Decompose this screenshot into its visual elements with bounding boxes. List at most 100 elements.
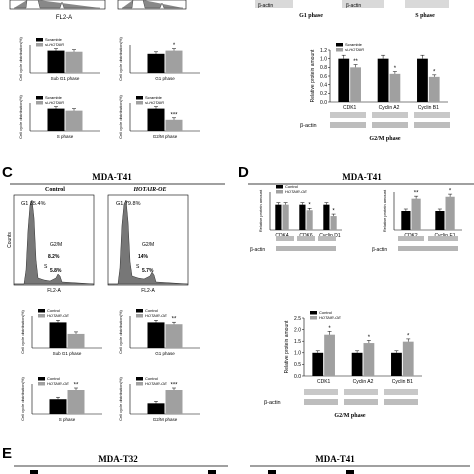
bar-chart-c-subg1: Cell cycle distribution(%) Sub G1 phase Co… (20, 308, 102, 356)
y-tick-label: 0.4 (320, 82, 327, 88)
legend-swatch (336, 43, 343, 47)
x-axis-label: Sub G1 phase (53, 351, 82, 356)
significance-label: ** (172, 317, 177, 323)
x-axis-label: G2/M phase (153, 417, 178, 422)
bar (330, 216, 337, 230)
category-label: Cyclin A2 (379, 105, 400, 111)
bar (306, 210, 313, 230)
panel-e2-title: MDA-T41 (315, 454, 355, 464)
bar (324, 334, 335, 376)
significance-label: *** (170, 112, 178, 118)
category-label: CDK1 (317, 379, 331, 385)
legend-label: Scramble (345, 42, 363, 47)
panel-d-title: MDA-T41 (342, 172, 382, 182)
bar (391, 352, 402, 376)
y-axis-label: Relative protein amount (382, 189, 387, 232)
panel-letter-e: E (2, 445, 12, 462)
legend-swatch (38, 377, 45, 381)
y-tick-label: 1.0 (294, 351, 301, 357)
panel-b-g2m-blots: β-actin G2/M phase (300, 112, 450, 142)
legend-label: Control (145, 376, 158, 381)
significance-label: * (368, 335, 371, 341)
bar (401, 211, 411, 230)
bar (147, 53, 165, 73)
g1-phase-label: G1 phase (299, 13, 323, 19)
bar (65, 51, 83, 73)
bar-chart-d-g1: Relative protein amountCDK4*CDK6*Cyclin … (258, 184, 342, 239)
legend-swatch (38, 382, 45, 386)
legend-label: Scramble (145, 95, 163, 100)
beta-actin-label: β-actin (264, 400, 281, 406)
bar (65, 110, 83, 131)
y-axis-label: Cell cycle distribution(%) (118, 36, 123, 80)
bar-chart-b-s: Cell cycle distribution(%) S phase Scrambl… (18, 94, 100, 139)
category-label: Cyclin B1 (418, 105, 439, 111)
bar (47, 50, 65, 73)
legend-label: si-HOTAIR (345, 47, 364, 52)
bar (411, 198, 421, 230)
legend-label: si-HOTAIR (45, 42, 64, 47)
bar (389, 73, 401, 102)
y-tick-label: 2.5 (294, 316, 301, 322)
legend-label: Control (145, 308, 158, 313)
bar (165, 390, 183, 414)
bar-chart-c-g2m: Cell cycle distribution(%) *** G2/M phase C… (118, 376, 200, 422)
flow-control-s: 8.2% (48, 254, 60, 260)
bar-chart-b-g2m: Cell cycle distribution(%) *** G2/M phase S… (118, 94, 200, 139)
flow-control-g1: G1 85.4% (21, 201, 46, 207)
y-axis-label: Relative protein amount (284, 320, 290, 373)
x-axis-label: G2/M phase (153, 134, 178, 139)
y-tick-label: 0.5 (294, 362, 301, 368)
x-axis-label: S phase (57, 134, 74, 139)
flow-control-g2m-label: G2/M (50, 242, 62, 248)
legend-label: HOTAIR-OE (285, 189, 307, 194)
legend-swatch (136, 314, 143, 318)
panel-letter-c: C (2, 164, 13, 181)
bar (435, 211, 445, 230)
legend-swatch (136, 377, 143, 381)
significance-label: ** (74, 383, 79, 389)
beta-actin-label: β-actin (258, 3, 273, 9)
legend-swatch (38, 309, 45, 313)
g2m-phase-label: G2/M phase (369, 136, 401, 142)
bar-chart-b-subg1: Cell cycle distribution(%) Sub G1 phase Sc… (18, 36, 100, 81)
bar (47, 108, 65, 131)
flow-oe-s: 14% (138, 254, 149, 260)
legend-label: HOTAIR-OE (145, 381, 167, 386)
bar (445, 196, 455, 230)
bar (323, 204, 330, 230)
flow-xlabel: FL2-A (47, 288, 61, 294)
significance-label: * (394, 66, 397, 72)
panel-d-g1-s-blots: β-actin β-actin (250, 236, 458, 253)
legend-swatch (36, 101, 43, 105)
y-tick-label: 0.0 (294, 374, 301, 380)
y-axis-label: Cell cycle distribution(%) (18, 36, 23, 80)
flow-histogram-control: Control G1 85.4% G2/M 8.2% S 5.8% FL2-A … (7, 187, 95, 294)
bar (67, 390, 85, 414)
panel-e-title: MDA-T32 (98, 454, 138, 464)
bar (428, 76, 440, 102)
bar-chart-d-protein-g2m: 0.0 0.5 1.0 1.5 2.0 2.5 Relative protein amoun… (284, 310, 422, 385)
y-tick-label: 1.0 (320, 56, 327, 62)
y-tick-label: 0.2 (320, 91, 327, 97)
significance-label: * (332, 209, 335, 215)
y-tick-label: 2.0 (294, 327, 301, 333)
flow-ylabel: Counts (7, 232, 13, 248)
legend-label: Control (285, 184, 298, 189)
legend-swatch (276, 190, 283, 194)
legend-swatch (136, 309, 143, 313)
legend-swatch (38, 314, 45, 318)
significance-label: ** (414, 191, 419, 197)
legend-label: HOTAIR-OE (47, 313, 69, 318)
bar (312, 352, 324, 376)
legend-label: HOTAIR-OE (319, 315, 341, 320)
flow-control-title: Control (45, 187, 65, 193)
bar-chart-c-g1: Cell cycle distribution(%) ** G1 phase Cont… (118, 308, 200, 356)
significance-label: * (433, 69, 436, 75)
bar (338, 58, 350, 102)
category-label: Cyclin A2 (353, 379, 374, 385)
significance-label: * (308, 203, 311, 209)
legend-label: si-HOTAIR (145, 100, 164, 105)
panel-b-blots-cropped: β-actin β-actin G1 phase S phase (255, 0, 449, 19)
bar (49, 399, 67, 414)
